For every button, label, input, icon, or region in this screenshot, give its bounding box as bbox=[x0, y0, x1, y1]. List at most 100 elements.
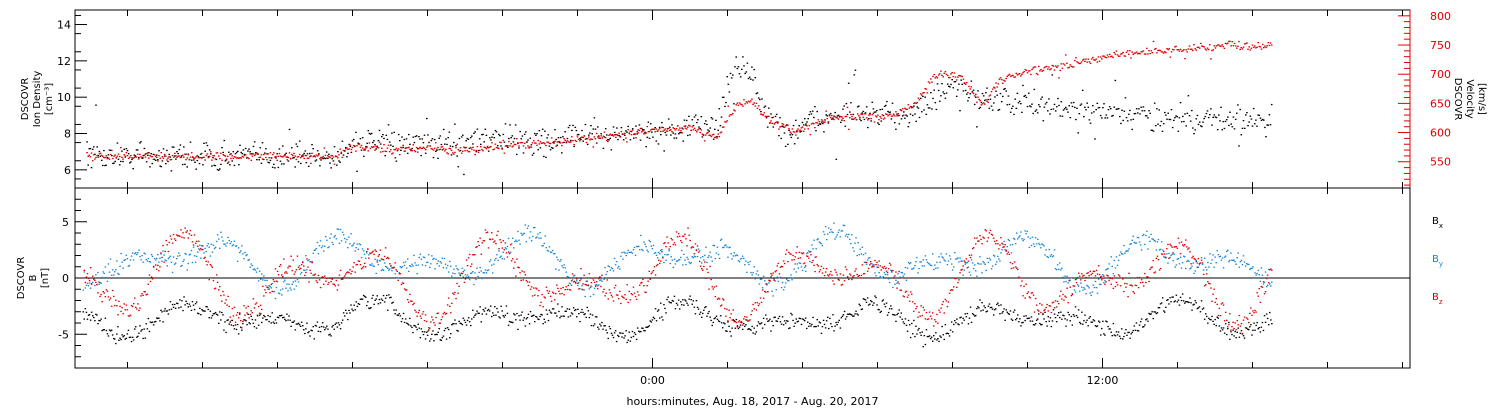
data-point bbox=[627, 249, 629, 252]
data-point bbox=[637, 129, 640, 131]
data-point bbox=[1130, 243, 1132, 245]
data-point bbox=[260, 154, 263, 156]
data-point bbox=[226, 319, 228, 322]
data-point bbox=[1188, 45, 1191, 47]
data-point bbox=[378, 141, 381, 143]
data-point bbox=[956, 318, 958, 320]
data-point bbox=[297, 322, 300, 324]
data-point bbox=[246, 312, 248, 314]
data-point bbox=[1006, 104, 1009, 106]
data-point bbox=[744, 72, 746, 75]
data-point bbox=[939, 261, 941, 263]
data-point bbox=[986, 87, 988, 89]
data-point bbox=[796, 131, 798, 133]
data-point bbox=[106, 290, 109, 292]
data-point bbox=[1065, 106, 1067, 109]
data-point bbox=[343, 150, 346, 152]
data-point bbox=[1104, 334, 1106, 336]
data-point bbox=[586, 280, 588, 282]
data-point bbox=[549, 142, 552, 145]
data-point bbox=[1008, 240, 1011, 242]
legend-entry-Bx: Bx bbox=[1432, 216, 1443, 230]
data-point bbox=[291, 321, 293, 323]
data-point bbox=[557, 141, 560, 143]
data-point bbox=[113, 295, 115, 298]
data-point bbox=[617, 134, 619, 136]
data-point bbox=[278, 265, 281, 268]
data-point bbox=[910, 106, 913, 108]
data-point bbox=[1025, 69, 1028, 71]
data-point bbox=[1237, 45, 1239, 47]
data-point bbox=[871, 263, 873, 265]
data-point bbox=[1178, 50, 1181, 52]
data-point bbox=[123, 335, 125, 337]
data-point bbox=[429, 340, 431, 342]
data-point bbox=[1039, 106, 1041, 108]
data-point bbox=[398, 313, 401, 315]
data-point bbox=[857, 242, 859, 244]
data-point bbox=[1255, 47, 1257, 49]
data-point bbox=[1203, 117, 1205, 120]
data-point bbox=[741, 255, 744, 257]
data-point bbox=[845, 233, 848, 235]
data-point bbox=[1084, 288, 1086, 290]
data-point bbox=[791, 134, 794, 136]
data-point bbox=[222, 151, 224, 154]
data-point bbox=[797, 137, 799, 139]
data-point bbox=[512, 145, 515, 147]
data-point bbox=[336, 155, 338, 158]
data-point bbox=[1230, 252, 1232, 254]
data-point bbox=[676, 260, 679, 262]
data-point bbox=[237, 247, 240, 249]
data-point bbox=[619, 136, 622, 138]
data-point bbox=[329, 237, 331, 239]
data-point bbox=[321, 245, 324, 247]
data-point bbox=[373, 146, 375, 148]
data-point bbox=[875, 275, 877, 277]
data-point bbox=[224, 155, 227, 157]
data-point bbox=[1041, 70, 1043, 72]
data-point bbox=[467, 138, 470, 140]
data-point bbox=[863, 298, 866, 300]
data-point bbox=[821, 245, 824, 247]
data-point bbox=[545, 156, 547, 158]
data-point bbox=[385, 134, 388, 136]
data-point bbox=[526, 141, 528, 143]
data-point bbox=[996, 86, 998, 88]
data-point bbox=[874, 111, 877, 113]
data-point bbox=[435, 258, 437, 260]
data-point bbox=[185, 253, 187, 255]
data-point bbox=[1193, 133, 1195, 135]
data-point bbox=[1158, 109, 1160, 111]
data-point bbox=[142, 337, 144, 340]
data-point bbox=[694, 114, 697, 116]
data-point bbox=[729, 72, 732, 75]
data-point bbox=[519, 130, 521, 133]
data-point bbox=[585, 138, 588, 140]
data-point bbox=[239, 144, 241, 146]
data-point bbox=[213, 155, 215, 157]
data-point bbox=[332, 156, 335, 158]
data-point bbox=[556, 256, 558, 258]
data-point bbox=[887, 115, 889, 117]
data-point bbox=[746, 62, 749, 64]
data-point bbox=[746, 319, 748, 321]
data-point bbox=[405, 267, 408, 269]
data-point bbox=[351, 140, 354, 142]
data-point bbox=[1088, 119, 1091, 121]
data-point bbox=[1038, 242, 1040, 245]
data-point bbox=[368, 254, 370, 256]
data-point bbox=[140, 259, 142, 261]
data-point bbox=[374, 149, 376, 151]
data-point bbox=[680, 130, 682, 132]
data-point bbox=[1146, 230, 1148, 232]
data-point bbox=[609, 137, 611, 139]
data-point bbox=[320, 159, 322, 161]
data-point bbox=[1104, 117, 1106, 119]
data-point bbox=[1238, 145, 1240, 147]
data-point bbox=[1055, 269, 1058, 271]
data-point bbox=[460, 277, 462, 279]
data-point bbox=[183, 237, 185, 239]
data-point bbox=[285, 271, 287, 273]
data-point bbox=[767, 320, 769, 322]
